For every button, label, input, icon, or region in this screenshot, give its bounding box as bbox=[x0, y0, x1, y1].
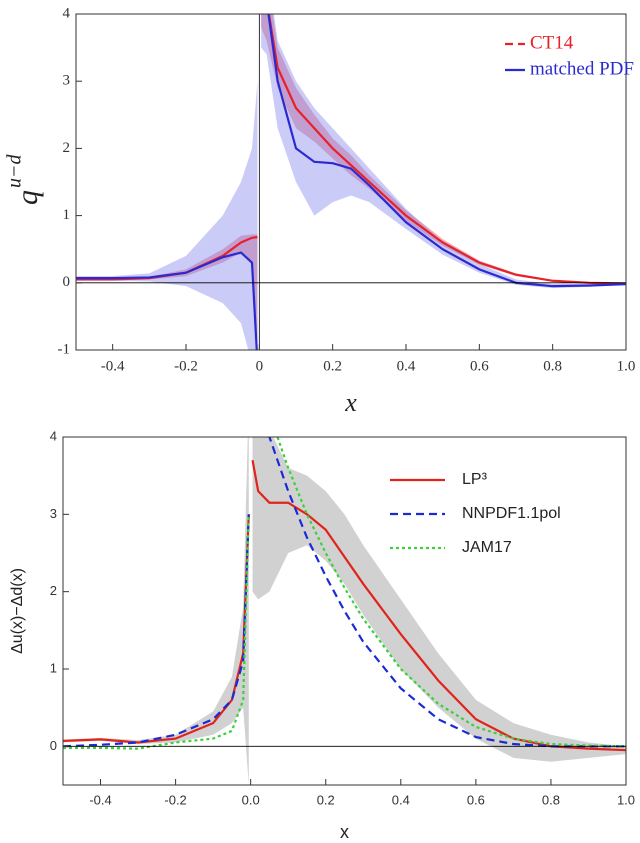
legend: CT14 matched PDF bbox=[505, 32, 634, 79]
legend: LP³ NNPDF1.1pol JAM17 bbox=[390, 471, 561, 556]
y-tick-label: 4 bbox=[50, 428, 57, 443]
y-tick-label: 0 bbox=[63, 274, 71, 290]
y-axis-label-group: q u−d bbox=[4, 154, 44, 205]
y-tick-label: 4 bbox=[63, 5, 71, 21]
x-axis-label: x bbox=[340, 822, 349, 842]
error-band bbox=[76, 14, 626, 350]
series-line bbox=[76, 14, 626, 350]
plot-area bbox=[76, 14, 626, 350]
y-tick-label: 1 bbox=[50, 660, 57, 675]
y-tick-label: 3 bbox=[50, 506, 57, 521]
y-tick-label: 2 bbox=[63, 140, 71, 156]
x-tick-label: 0.6 bbox=[470, 358, 489, 374]
plot-area bbox=[63, 437, 626, 785]
y-tick-label: 3 bbox=[63, 73, 71, 89]
plot-frame bbox=[75, 13, 627, 351]
x-tick-label: 0 bbox=[256, 358, 264, 374]
x-tick-label: 0.8 bbox=[543, 358, 562, 374]
x-tick-label: 1.0 bbox=[617, 792, 635, 807]
y-tick-label: 2 bbox=[50, 583, 57, 598]
y-axis-label-group: Δu(x)−Δd(x) bbox=[9, 568, 26, 654]
y-tick-label: 1 bbox=[63, 207, 71, 223]
legend-label: CT14 bbox=[530, 32, 574, 53]
legend-label: LP³ bbox=[462, 471, 488, 488]
panel: -0.4 -0.2 0 0.2 0.4 0.6 0.8 1.0 -1 0 1 2 3 4 x q u−d CT14… bbox=[4, 5, 636, 417]
x-tick-label: 0.6 bbox=[467, 792, 485, 807]
x-tick-label: 0.4 bbox=[397, 358, 416, 374]
x-tick-label: 0.4 bbox=[392, 792, 410, 807]
x-tick-label: 0.8 bbox=[542, 792, 560, 807]
x-tick-label: -0.2 bbox=[174, 358, 198, 374]
y-axis-label: q bbox=[11, 190, 44, 205]
x-axis-label: x bbox=[344, 388, 357, 417]
x-tick-label: -0.4 bbox=[101, 358, 125, 374]
y-axis-label: Δu(x)−Δd(x) bbox=[9, 568, 26, 654]
panel: -0.4 -0.2 0.0 0.2 0.4 0.6 0.8 1.0 0 1 2 3 4 x Δu(x)−Δd… bbox=[9, 428, 635, 842]
y-tick-label: -1 bbox=[58, 341, 71, 357]
y-tick-label: 0 bbox=[50, 738, 57, 753]
x-tick-label: -0.2 bbox=[164, 792, 186, 807]
legend-label: JAM17 bbox=[462, 539, 512, 556]
x-tick-label: -0.4 bbox=[89, 792, 111, 807]
x-tick-label: 1.0 bbox=[617, 358, 636, 374]
x-tick-label: 0.2 bbox=[323, 358, 342, 374]
error-band bbox=[63, 437, 626, 785]
x-tick-label: 0.2 bbox=[317, 792, 335, 807]
plot-frame bbox=[62, 436, 627, 786]
x-tick-label: 0.0 bbox=[242, 792, 260, 807]
y-axis-label-superscript: u−d bbox=[4, 154, 26, 188]
legend-label: NNPDF1.1pol bbox=[462, 505, 561, 522]
series-line bbox=[63, 437, 626, 748]
series-line bbox=[63, 460, 626, 752]
legend-label: matched PDF bbox=[530, 58, 634, 79]
series-line bbox=[63, 437, 626, 750]
